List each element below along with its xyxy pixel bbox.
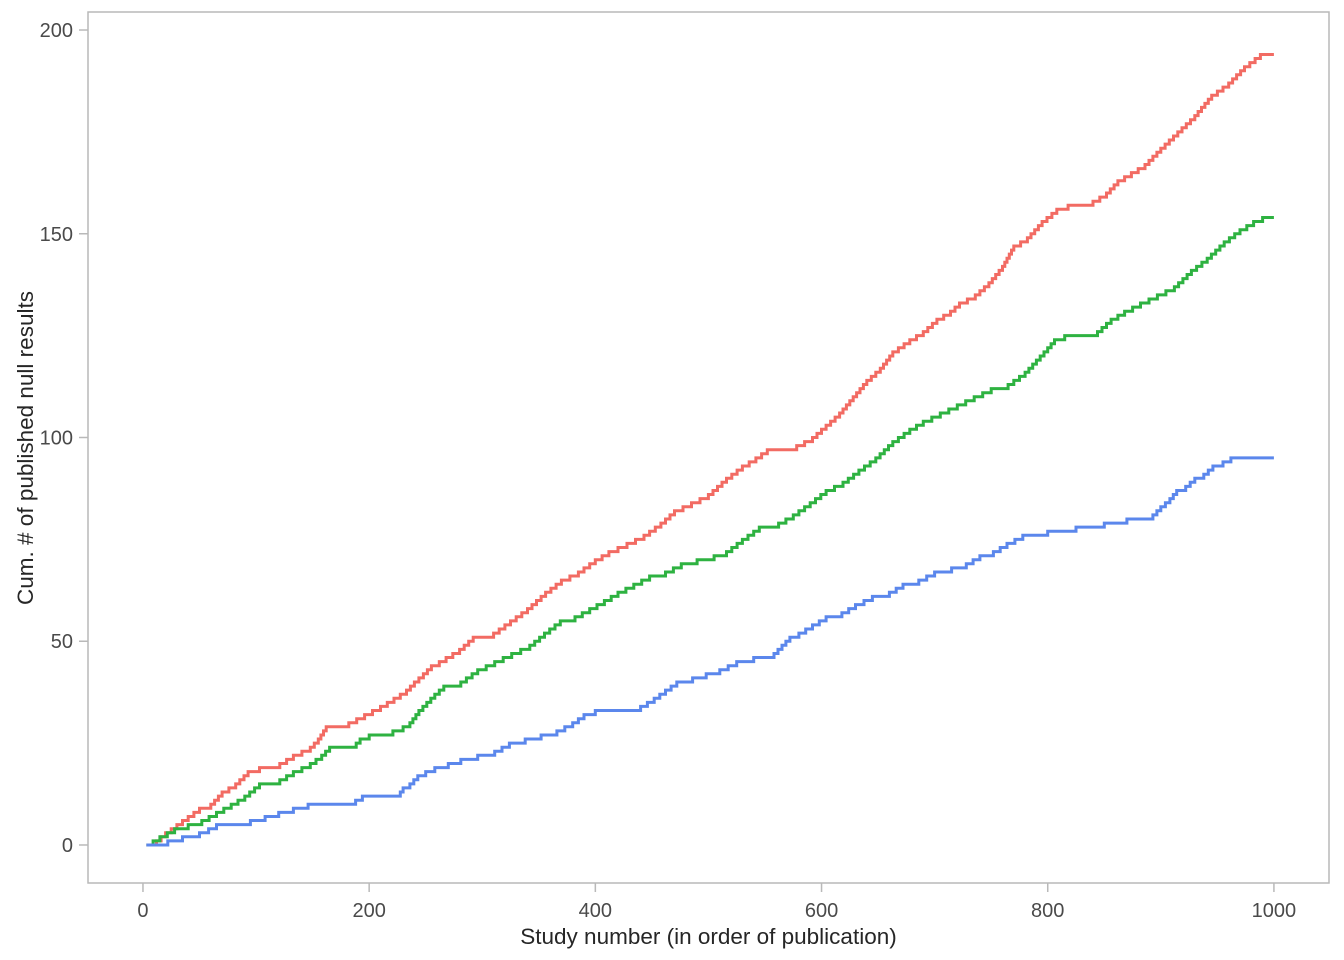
plot-frame bbox=[87, 11, 1330, 884]
y-tick-label: 100 bbox=[40, 427, 73, 449]
x-tick-label: 1000 bbox=[1252, 900, 1297, 922]
y-tick-label: 50 bbox=[51, 631, 73, 653]
series-blue-line bbox=[146, 456, 1274, 847]
y-tick-label: 150 bbox=[40, 224, 73, 246]
x-tick-label: 200 bbox=[352, 900, 385, 922]
series-red-line bbox=[146, 53, 1274, 847]
y-axis-title: Cum. # of published null results bbox=[13, 291, 38, 605]
y-tick-label: 200 bbox=[40, 20, 73, 42]
x-tick-label: 800 bbox=[1031, 900, 1064, 922]
x-tick-label: 600 bbox=[805, 900, 838, 922]
x-tick-label: 0 bbox=[137, 900, 148, 922]
x-tick-label: 400 bbox=[579, 900, 612, 922]
x-axis-title: Study number (in order of publication) bbox=[520, 924, 897, 949]
y-tick-label: 0 bbox=[62, 835, 73, 857]
series-green-line bbox=[146, 216, 1274, 847]
